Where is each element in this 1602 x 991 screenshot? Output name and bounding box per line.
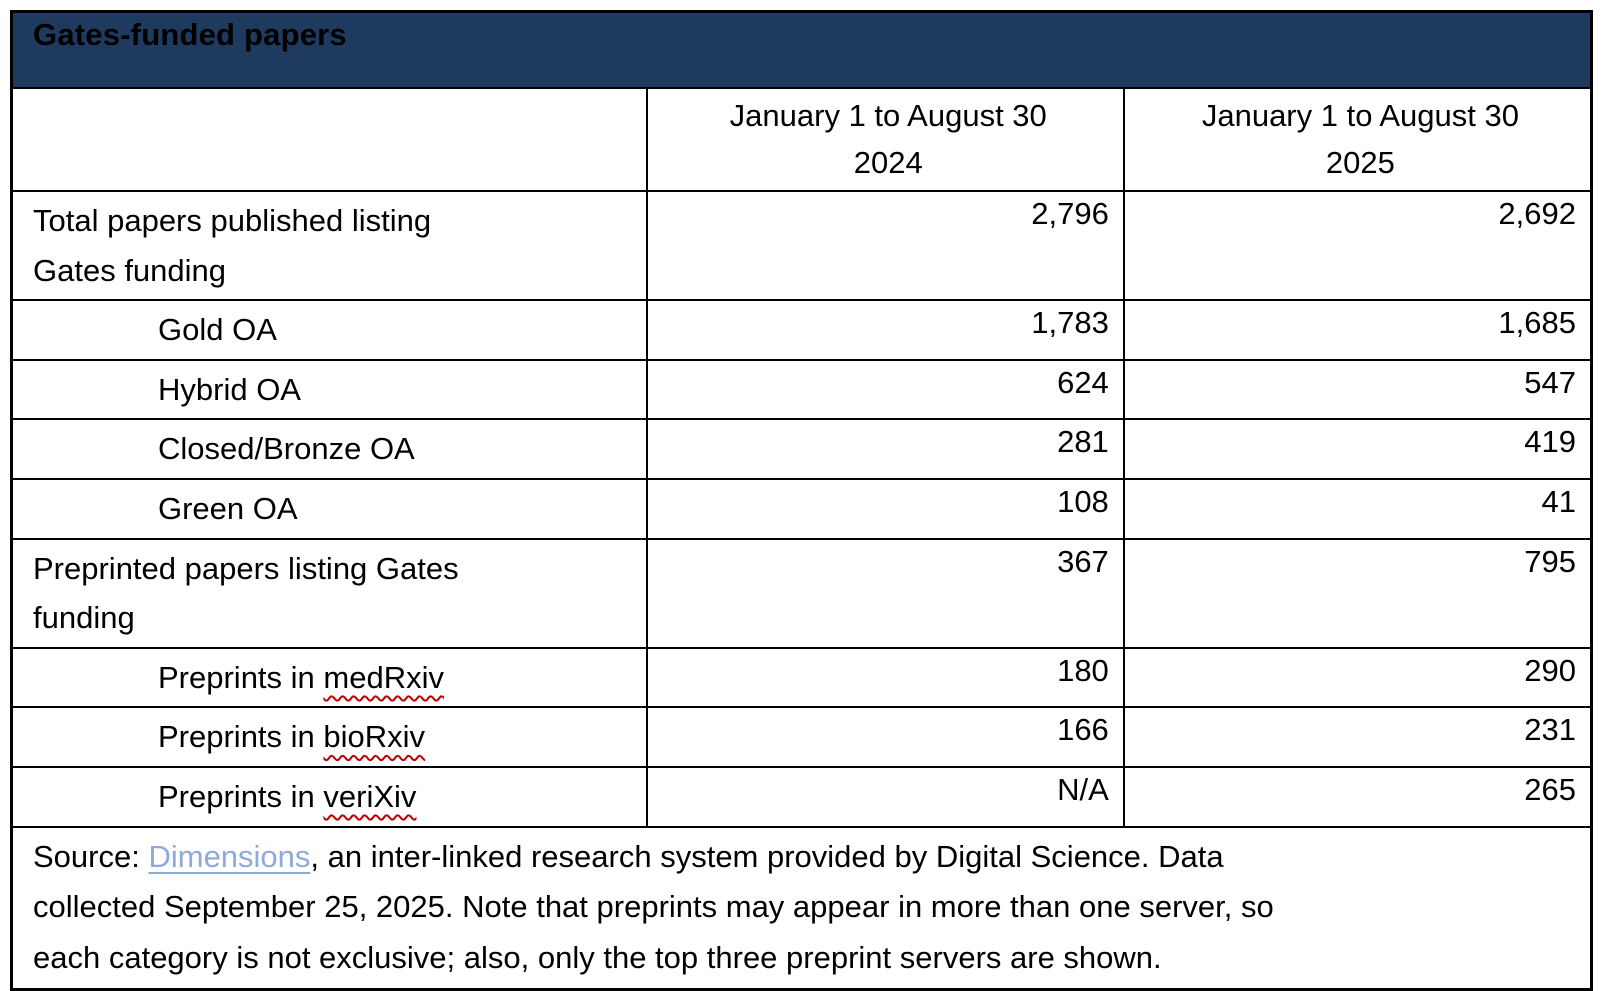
gates-funded-papers-table: Gates-funded papers January 1 to August … xyxy=(10,10,1593,991)
dimensions-link[interactable]: Dimensions xyxy=(148,838,311,874)
row-label-prefix: Preprints in xyxy=(158,659,324,695)
row-label: Total papers published listing Gates fun… xyxy=(10,189,648,302)
row-label-prefix: Preprints in xyxy=(158,778,324,814)
value-2024: 281 xyxy=(645,418,1125,480)
value-2024: 180 xyxy=(645,646,1125,709)
column-header-row: January 1 to August 30 2024 January 1 to… xyxy=(10,87,1593,192)
value-2025: 419 xyxy=(1122,418,1593,480)
header-2024: January 1 to August 30 2024 xyxy=(645,87,1125,192)
value-2024: 2,796 xyxy=(645,189,1125,302)
source-label: Source: xyxy=(33,838,140,874)
row-label: Closed/Bronze OA xyxy=(10,418,648,480)
value-2024: N/A xyxy=(645,765,1125,828)
header-2025: January 1 to August 30 2025 xyxy=(1122,87,1593,192)
misspelled-word: veriXiv xyxy=(323,778,417,814)
value-2025: 290 xyxy=(1122,646,1593,709)
row-label: Preprints in veriXiv xyxy=(10,765,648,828)
table-title: Gates-funded papers xyxy=(10,10,1593,89)
row-label: Hybrid OA xyxy=(10,358,648,421)
misspelled-word: bioRxiv xyxy=(323,719,426,755)
row-preprints-verixiv: Preprints in veriXiv N/A 265 xyxy=(10,765,1593,828)
value-2024: 108 xyxy=(645,477,1125,540)
row-label: Gold OA xyxy=(10,299,648,361)
row-label: Preprinted papers listing Gates funding xyxy=(10,537,648,649)
value-2025: 265 xyxy=(1122,765,1593,828)
value-2024: 1,783 xyxy=(645,299,1125,361)
value-2025: 41 xyxy=(1122,477,1593,540)
row-green-oa: Green OA 108 41 xyxy=(10,477,1593,540)
header-empty-cell xyxy=(10,87,648,192)
row-preprints-medrxiv: Preprints in medRxiv 180 290 xyxy=(10,646,1593,709)
row-preprints-biorxiv: Preprints in bioRxiv 166 231 xyxy=(10,706,1593,768)
value-2024: 367 xyxy=(645,537,1125,649)
row-gold-oa: Gold OA 1,783 1,685 xyxy=(10,299,1593,361)
value-2025: 795 xyxy=(1122,537,1593,649)
source-row: Source: Dimensions, an inter-linked rese… xyxy=(10,825,1593,991)
value-2024: 166 xyxy=(645,706,1125,768)
title-row: Gates-funded papers xyxy=(10,10,1593,89)
row-closed-bronze-oa: Closed/Bronze OA 281 419 xyxy=(10,418,1593,480)
value-2024: 624 xyxy=(645,358,1125,421)
value-2025: 231 xyxy=(1122,706,1593,768)
row-label-prefix: Preprints in xyxy=(158,719,324,755)
value-2025: 547 xyxy=(1122,358,1593,421)
row-label: Preprints in bioRxiv xyxy=(10,706,648,768)
misspelled-word: medRxiv xyxy=(323,659,444,695)
row-label: Green OA xyxy=(10,477,648,540)
source-note: Source: Dimensions, an inter-linked rese… xyxy=(10,825,1593,991)
row-preprinted-papers: Preprinted papers listing Gates funding … xyxy=(10,537,1593,649)
row-label: Preprints in medRxiv xyxy=(10,646,648,709)
row-total-papers: Total papers published listing Gates fun… xyxy=(10,189,1593,302)
value-2025: 2,692 xyxy=(1122,189,1593,302)
row-hybrid-oa: Hybrid OA 624 547 xyxy=(10,358,1593,421)
value-2025: 1,685 xyxy=(1122,299,1593,361)
